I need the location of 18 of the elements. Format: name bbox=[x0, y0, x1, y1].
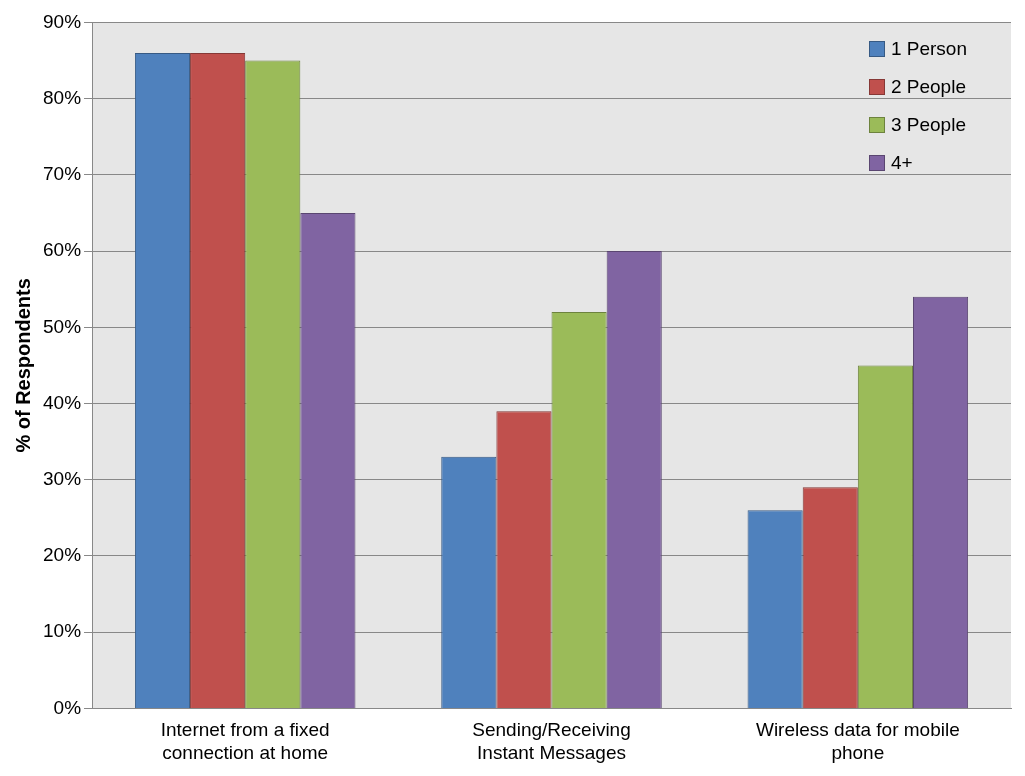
y-tick-label: 20% bbox=[43, 544, 82, 566]
y-tick-label: 50% bbox=[43, 315, 82, 337]
y-tick-label: 30% bbox=[43, 467, 82, 489]
legend-label: 2 People bbox=[890, 76, 966, 98]
y-tick-label: 70% bbox=[43, 163, 82, 185]
y-tick-label: 0% bbox=[53, 696, 82, 718]
x-tick-label: Sending/Receiving Instant Messages bbox=[472, 719, 631, 763]
legend-label: 3 People bbox=[890, 114, 966, 136]
legend-label: 4+ bbox=[890, 152, 913, 174]
y-tick-label: 10% bbox=[43, 620, 82, 642]
y-axis-title: % of Respondents bbox=[11, 278, 34, 453]
y-tick-label: 60% bbox=[43, 239, 82, 261]
y-tick-label: 40% bbox=[43, 391, 82, 413]
legend-label: 1 Person bbox=[890, 38, 967, 60]
y-tick-label: 90% bbox=[43, 10, 82, 32]
y-tick-label: 80% bbox=[43, 86, 82, 108]
x-tick-label: Wireless data for mobile phone bbox=[755, 719, 960, 763]
x-tick-label: Internet from a fixed connection at home bbox=[160, 719, 330, 763]
